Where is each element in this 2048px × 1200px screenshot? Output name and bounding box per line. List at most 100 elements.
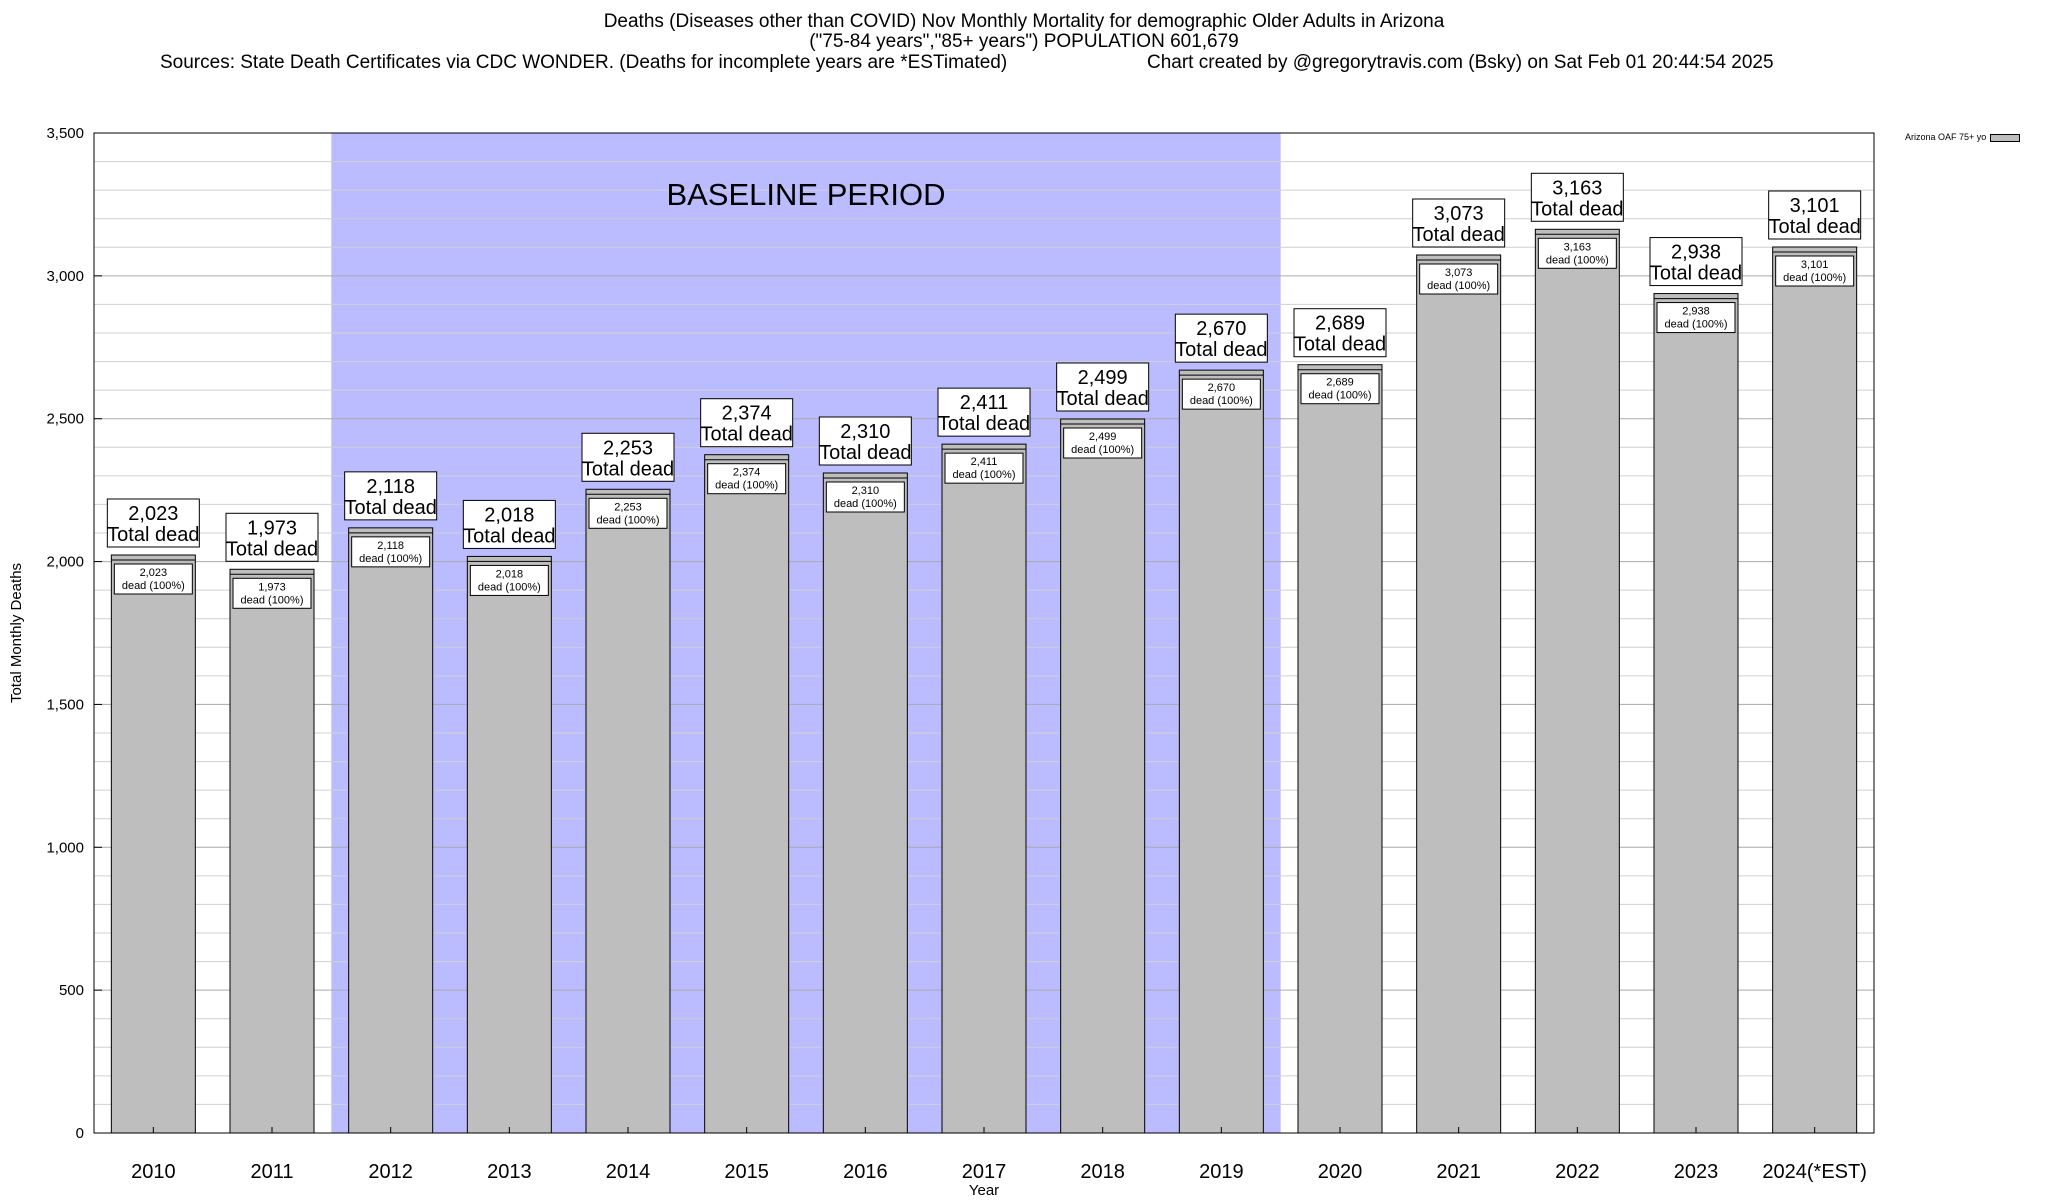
bar-2023	[1653, 293, 1739, 1134]
inner-dead-label: dead (100%)	[597, 514, 660, 526]
total-label-box	[818, 416, 912, 466]
total-dead-label: Total dead	[938, 413, 1030, 435]
x-tick-label-2017: 2017	[962, 1161, 1007, 1183]
chart-subtitle: ("75-84 years","85+ years") POPULATION 6…	[809, 31, 1239, 52]
total-value-label: 2,023	[128, 503, 178, 525]
inner-dead-label: dead (100%)	[1309, 390, 1372, 402]
total-dead-label: Total dead	[1650, 263, 1742, 285]
bar-2021	[1416, 254, 1502, 1134]
y-tick-label: 0	[76, 1125, 84, 1142]
x-tick-label-2014: 2014	[606, 1161, 651, 1183]
inner-dead-label: dead (100%)	[1665, 319, 1728, 331]
x-tick-label-2015: 2015	[724, 1161, 769, 1183]
inner-value-label: 2,689	[1326, 377, 1354, 389]
total-label-box	[1174, 313, 1268, 363]
x-axis-title: Year	[969, 1182, 999, 1199]
inner-dead-label: dead (100%)	[1190, 395, 1253, 407]
total-dead-label: Total dead	[819, 442, 911, 464]
total-dead-label: Total dead	[1413, 224, 1505, 246]
inner-value-label: 2,018	[496, 568, 524, 580]
total-value-label: 2,938	[1671, 242, 1721, 264]
inner-dead-label: dead (100%)	[1427, 280, 1490, 292]
bar-2014	[585, 488, 671, 1134]
total-dead-label: Total dead	[1294, 334, 1386, 356]
y-tick-label: 1,500	[46, 696, 84, 713]
bar-2017	[941, 443, 1027, 1134]
inner-dead-label: dead (100%)	[953, 469, 1016, 481]
inner-label-box	[1300, 373, 1380, 405]
plot-frame	[93, 132, 1875, 1134]
inner-dead-label: dead (100%)	[1071, 444, 1134, 456]
total-dead-label: Total dead	[345, 497, 437, 519]
x-tick-label-2024(*EST): 2024(*EST)	[1762, 1161, 1867, 1183]
bar-2012	[348, 527, 434, 1134]
inner-dead-label: dead (100%)	[834, 498, 897, 510]
bar-2011	[229, 568, 315, 1134]
legend-label: Arizona OAF 75+ yo	[1905, 132, 1987, 142]
inner-label-box	[1419, 263, 1499, 295]
inner-value-label: 2,253	[614, 501, 642, 513]
inner-label-box	[1537, 237, 1617, 269]
inner-value-label: 3,163	[1564, 241, 1592, 253]
bar-2015	[704, 454, 790, 1134]
total-dead-label: Total dead	[107, 524, 199, 546]
total-dead-label: Total dead	[1531, 198, 1623, 220]
inner-label-box	[1656, 302, 1736, 334]
bar-2013	[466, 555, 552, 1134]
inner-value-label: 2,938	[1682, 306, 1710, 318]
total-value-label: 2,018	[484, 504, 534, 526]
bar-2020	[1297, 364, 1383, 1134]
inner-label-box	[1181, 378, 1261, 410]
total-value-label: 2,670	[1196, 318, 1246, 340]
x-tick-label-2022: 2022	[1555, 1161, 1600, 1183]
total-value-label: 2,499	[1078, 367, 1128, 389]
inner-label-box	[588, 497, 668, 529]
inner-label-box	[1775, 255, 1855, 287]
x-tick-label-2018: 2018	[1080, 1161, 1125, 1183]
total-dead-label: Total dead	[463, 525, 555, 547]
inner-value-label: 3,073	[1445, 267, 1473, 279]
chart-title: Deaths (Diseases other than COVID) Nov M…	[603, 11, 1445, 32]
bar-2019	[1178, 369, 1264, 1134]
inner-value-label: 2,118	[377, 540, 404, 552]
inner-value-label: 2,374	[733, 467, 761, 479]
total-label-box	[1293, 308, 1387, 358]
inner-label-box	[1063, 427, 1143, 459]
total-dead-label: Total dead	[582, 458, 674, 480]
total-dead-label: Total dead	[226, 538, 318, 560]
total-value-label: 2,253	[603, 437, 653, 459]
x-tick-label-2016: 2016	[843, 1161, 888, 1183]
total-label-box	[937, 387, 1031, 437]
inner-value-label: 2,411	[971, 456, 998, 468]
baseline-label: BASELINE PERIOD	[666, 177, 945, 212]
chart-credit: Chart created by @gregorytravis.com (Bsk…	[1147, 52, 1774, 73]
total-value-label: 3,163	[1552, 177, 1602, 199]
inner-label-box	[113, 563, 193, 595]
y-tick-label: 2,500	[46, 411, 84, 428]
inner-label-box	[351, 536, 431, 568]
total-value-label: 1,973	[247, 517, 297, 539]
x-tick-label-2023: 2023	[1674, 1161, 1719, 1183]
total-label-box	[1768, 190, 1862, 240]
inner-value-label: 2,499	[1089, 431, 1117, 443]
inner-value-label: 2,670	[1208, 382, 1236, 394]
inner-dead-label: dead (100%)	[1546, 254, 1609, 266]
total-label-box	[1530, 172, 1624, 222]
total-value-label: 2,374	[722, 403, 772, 425]
inner-label-box	[232, 577, 312, 609]
total-label-box	[1649, 237, 1743, 287]
inner-dead-label: dead (100%)	[359, 553, 422, 565]
total-value-label: 3,073	[1434, 203, 1484, 225]
y-tick-label: 2,000	[46, 554, 84, 571]
y-axis-title: Total Monthly Deaths	[8, 563, 25, 703]
inner-label-box	[825, 481, 905, 513]
total-dead-label: Total dead	[1769, 216, 1861, 238]
total-dead-label: Total dead	[1057, 388, 1149, 410]
total-dead-label: Total dead	[1175, 339, 1267, 361]
total-label-box	[344, 471, 438, 521]
bar-2016	[822, 472, 908, 1134]
x-tick-label-2019: 2019	[1199, 1161, 1244, 1183]
total-label-box	[581, 432, 675, 482]
total-value-label: 2,411	[960, 392, 1009, 414]
x-tick-label-2010: 2010	[131, 1161, 176, 1183]
